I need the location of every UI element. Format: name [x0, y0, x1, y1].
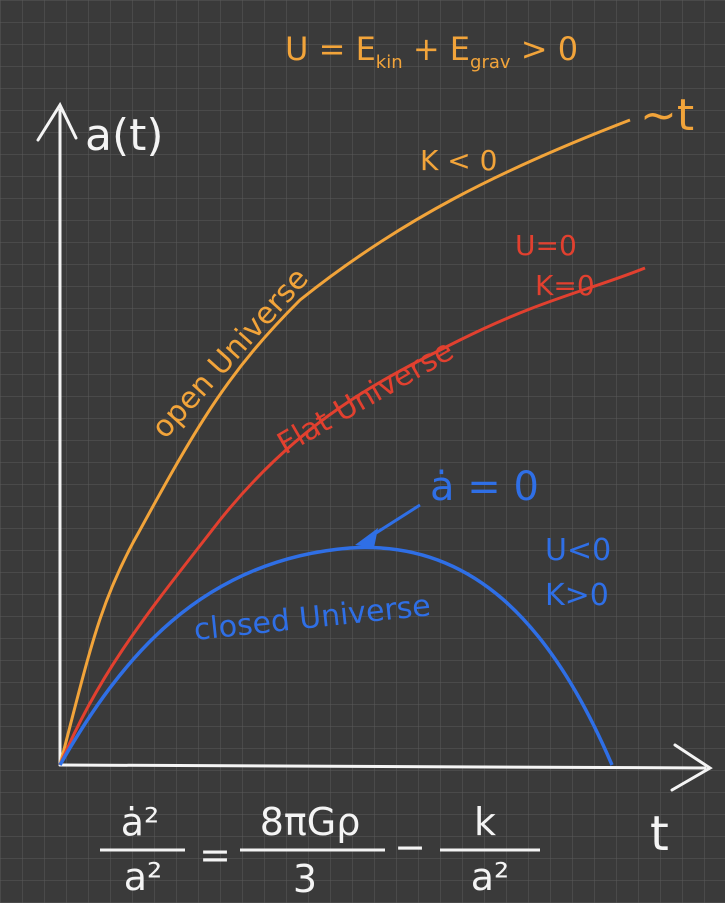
equation-term: =	[199, 833, 231, 877]
condition-label: U=0	[515, 229, 577, 262]
condition-label: U<0	[545, 533, 611, 568]
condition-label: K=0	[535, 269, 595, 302]
energy-part: > 0	[511, 30, 579, 68]
energy-subscript: kin	[376, 52, 403, 73]
diagram: a(t) t U = Ekin + Egrav > 0 ~t K < 0 ope…	[0, 0, 725, 903]
equation-term: a²	[124, 855, 163, 899]
condition-label: K>0	[545, 578, 609, 613]
energy-equation: U = Ekin + Egrav > 0	[285, 30, 578, 73]
x-axis-label: t	[650, 806, 669, 862]
equation-term: ȧ²	[121, 800, 160, 844]
page: body { margin: 0; background: #3b3b3b; f…	[0, 0, 725, 903]
energy-subscript: grav	[470, 52, 511, 73]
energy-part: + E	[403, 30, 470, 68]
energy-part: U = E	[285, 30, 376, 68]
y-axis-label: a(t)	[85, 110, 164, 161]
equation-term: k	[474, 800, 496, 844]
body: {"axes": {"y_label": "a(t)", "x_label": …	[0, 0, 725, 903]
equation-term: 3	[293, 857, 317, 901]
equation-term: 8πGρ	[260, 800, 361, 844]
equation-term: a²	[471, 855, 510, 899]
asymptote-label: ~t	[640, 90, 694, 141]
equation-term: −	[394, 825, 426, 869]
condition-label: K < 0	[420, 144, 497, 177]
peak-note: ȧ = 0	[430, 464, 539, 510]
